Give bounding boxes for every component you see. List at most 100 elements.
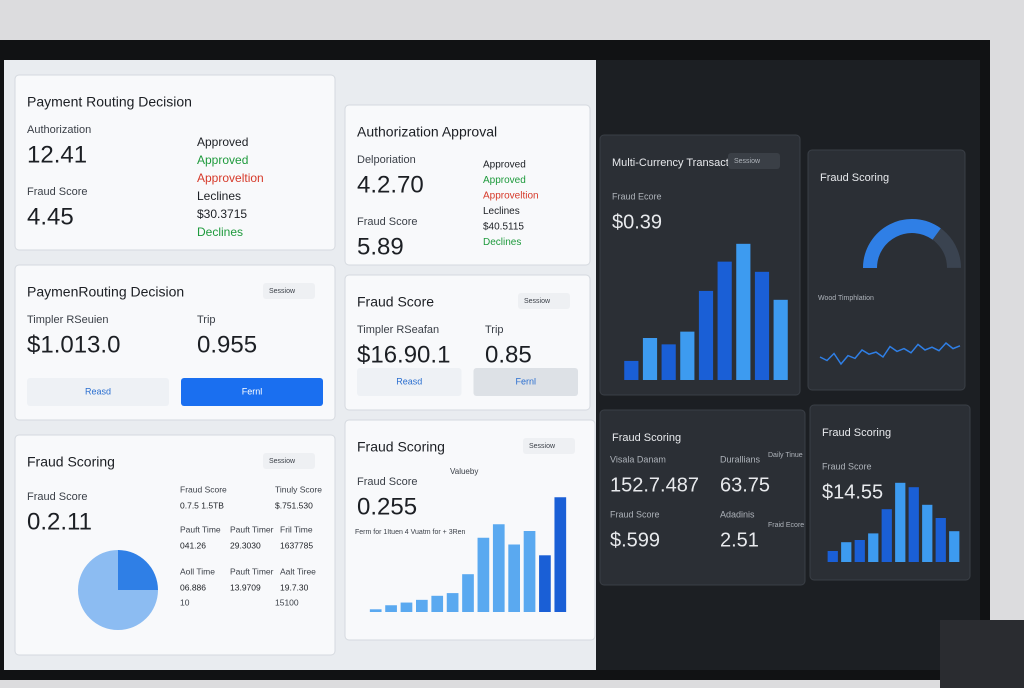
bar [431,595,444,612]
bar [624,360,639,380]
bar [554,497,567,612]
bar [717,261,732,380]
menu-box [263,453,315,469]
device [940,620,1024,688]
status-text: Leclines [483,206,520,217]
status-text: $30.3715 [197,207,247,221]
bar [642,338,658,380]
metric-label: Delporiation [357,154,416,166]
metric-label: Fraud Score [27,491,88,503]
bar [854,540,865,562]
bar [841,542,852,562]
panel-title: Fraud Scoring [357,439,445,455]
menu-box [263,283,315,299]
extra-label: Valueby [450,467,478,476]
metric-value: $14.55 [822,481,883,503]
button[interactable] [181,378,323,406]
status-text: Approved [483,175,526,186]
metric-label: Timpler RSeuien [27,314,109,326]
button-label[interactable]: Reasd [85,386,111,396]
menu-label: Sessiow [734,158,761,165]
table-cell: Pauft Timer [230,566,274,576]
table-cell: Pauft Time [180,524,221,534]
panel [599,409,806,586]
bar [736,243,751,380]
panel-title: Fraud Scoring [820,172,889,184]
button[interactable] [27,378,169,406]
metric-label: Fraud Score [822,461,872,471]
bar [385,605,397,612]
metric-label: Fraud Score [357,216,418,228]
menu-label: Sessiow [529,443,556,450]
panel-title: Fraud Scoring [612,432,681,444]
metric-value: $1.013.0 [27,331,120,358]
metric-label: Durallians [720,454,761,464]
button-label[interactable]: Fernl [242,386,263,396]
button[interactable] [357,368,462,396]
panel-title: Payment Routing Decision [27,94,192,110]
metric-label: Fraud Score [27,186,88,198]
bar [908,487,919,562]
metric-value: 12.41 [27,141,87,168]
metric-value: 0.85 [485,341,532,368]
bar [508,544,520,612]
metric-label: Trip [485,324,504,336]
bar [462,574,474,612]
status-text: Approveltion [483,191,539,202]
bar [922,504,933,562]
bar [477,537,490,612]
button-label[interactable]: Reasd [396,376,422,386]
metric-value: 152.7.487 [610,474,699,496]
note: Fraid Ecore [768,522,804,529]
metric-label: Fraud Ecore [612,191,662,201]
panel [344,104,591,266]
metric-label: Fraud Score [357,476,418,488]
table-cell: 041.26 [180,540,206,550]
menu-box [518,293,570,309]
bar [881,509,892,562]
metric-value: $16.90.1 [357,341,450,368]
table-cell: Pauft Timer [230,524,274,534]
line [819,341,961,366]
status-text: Leclines [197,189,241,203]
metric-value: 5.89 [357,233,404,260]
panel-title: Fraud Scoring [27,454,115,470]
panel [14,74,336,251]
bar [895,482,906,562]
table-cell: Aalt Tiree [280,566,316,576]
metric-value: 4.2.70 [357,171,424,198]
table-cell: 19.7.30 [280,582,309,592]
note: Daily Tinue [768,452,803,459]
bar [492,524,505,612]
table-cell: 1637785 [280,540,313,550]
bar [827,551,838,562]
metric-label: Trip [197,314,216,326]
menu-label: Sessiow [269,288,296,295]
table-cell: 13.9709 [230,582,261,592]
bar [868,533,879,562]
metric-value: 0.2.11 [27,508,92,535]
table-cell: Fril Time [280,524,313,534]
status-text: Declines [483,237,521,248]
menu-box [728,153,780,169]
menu-label: Sessiow [524,298,551,305]
menu-label: Sessiow [269,458,296,465]
bar [661,344,676,380]
caption: Wood Timphlation [818,295,874,302]
panel-title: Fraud Scoring [822,427,891,439]
status-text: Approved [483,160,526,171]
pie-slice [118,550,158,590]
bar [539,555,551,612]
table-cell: Fraud Score [180,484,227,494]
metric-value: $.599 [610,529,660,551]
metric-value: $0.39 [612,211,662,233]
table-cell: Aoll Time [180,566,215,576]
gauge-value [863,219,941,269]
metric-value: 4.45 [27,203,74,230]
button[interactable] [473,368,579,396]
caption: Ferm for 1Ituen 4 Vuatm for + 3Ren [355,529,466,536]
button-label[interactable]: Fernl [515,376,536,386]
status-text: Approveltion [197,171,264,185]
table-cell: 29.3030 [230,540,261,550]
